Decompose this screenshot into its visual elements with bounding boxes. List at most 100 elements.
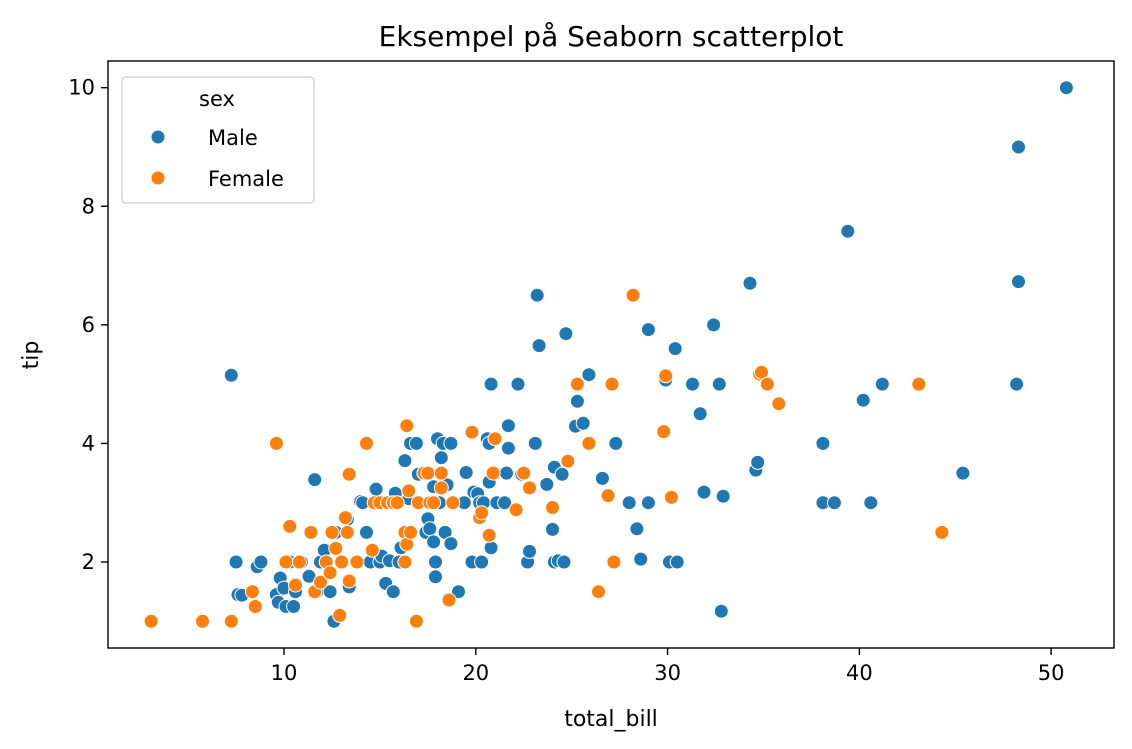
axes-frame [107,60,1115,649]
data-point-male [368,481,384,497]
x-axis-label: total_bill [564,707,658,732]
data-point-female [759,376,775,392]
data-point-female [341,466,357,482]
data-point-female [934,524,950,540]
data-point-male [575,415,591,431]
y-tick-label: 8 [82,194,95,218]
data-point-male [426,534,442,550]
data-point-male [385,584,401,600]
data-point-male [522,543,537,559]
data-point-female [244,584,260,600]
data-point-female [441,592,457,608]
data-point-male [621,495,637,511]
data-point-female [581,435,597,451]
data-point-male [1009,376,1025,392]
data-point-male [500,418,516,434]
data-point-female [591,584,606,600]
x-tick-label: 50 [1038,661,1065,685]
data-point-female [332,607,348,623]
legend-label-female: Female [208,167,284,191]
data-point-male [742,275,758,291]
data-point-male [408,435,424,451]
y-tick-label: 2 [82,550,95,574]
data-point-male [1058,80,1074,96]
x-tick-label: 40 [846,661,873,685]
data-point-female [426,495,442,511]
data-point-male [428,569,443,585]
data-point-female [324,524,340,540]
data-point-male [556,554,572,570]
y-axis-label: tip [19,341,44,370]
data-point-male [359,524,374,540]
data-point-male [253,554,269,570]
data-point-male [855,392,871,408]
data-point-male [443,536,459,552]
data-point-male [706,317,722,333]
data-point-female [481,527,497,543]
data-point-male [874,376,890,392]
legend-marker-male [150,129,166,145]
data-point-female [663,489,679,505]
data-point-female [399,418,415,434]
legend-box [121,76,315,204]
legend-marker-female [150,170,166,186]
data-point-female [341,573,357,589]
data-point-female [560,453,576,469]
data-point-male [483,376,499,392]
data-point-male [322,584,338,600]
data-point-female [397,554,413,570]
data-point-female [303,524,319,540]
data-point-male [499,465,514,481]
data-point-male [640,495,656,511]
data-point-female [223,613,239,629]
data-point-male [667,341,683,357]
data-point-female [656,424,672,440]
data-point-female [268,435,284,451]
data-point-male [1011,274,1026,290]
data-point-female [606,554,622,570]
data-point-male [397,453,413,469]
data-point-male [428,554,443,570]
data-point-female [433,465,449,481]
data-point-female [487,431,503,447]
data-point-female [771,396,787,412]
data-point-female [485,465,501,481]
y-tick-label: 6 [82,313,95,337]
data-point-female [247,599,263,614]
data-point-male [483,540,499,556]
x-tick-label: 30 [654,661,681,685]
data-point-male [826,495,842,511]
data-point-female [604,376,620,392]
data-point-female [288,577,303,593]
data-point-female [408,613,424,629]
chart-title: Eksempel på Seaborn scatterplot [379,20,844,53]
data-point-female [658,368,674,384]
data-point-male [307,472,323,488]
data-point-female [337,510,353,526]
data-point-female [364,542,380,558]
data-point-male [608,435,624,451]
data-point-male [558,326,574,342]
data-point-female [625,287,641,303]
data-point-male [594,470,610,486]
data-point-male [840,223,856,239]
data-point-female [911,376,927,392]
data-point-male [458,465,474,480]
data-point-female [600,488,616,504]
y-tick-label: 4 [82,431,95,455]
data-point-male [433,450,449,466]
data-point-male [500,440,516,456]
data-point-male [715,488,731,504]
data-point-female [401,483,417,499]
data-point-male [223,367,239,383]
legend: sex Male Female [121,76,315,204]
data-point-female [334,554,350,570]
data-point-male [529,287,545,303]
data-point-male [1011,139,1026,155]
data-point-female [322,565,338,581]
data-point-male [685,376,700,392]
data-point-female [291,554,307,570]
y-tick-label: 10 [68,76,95,100]
axis-ticks: 10 20 30 40 50 2 4 6 8 10 [68,76,1064,685]
